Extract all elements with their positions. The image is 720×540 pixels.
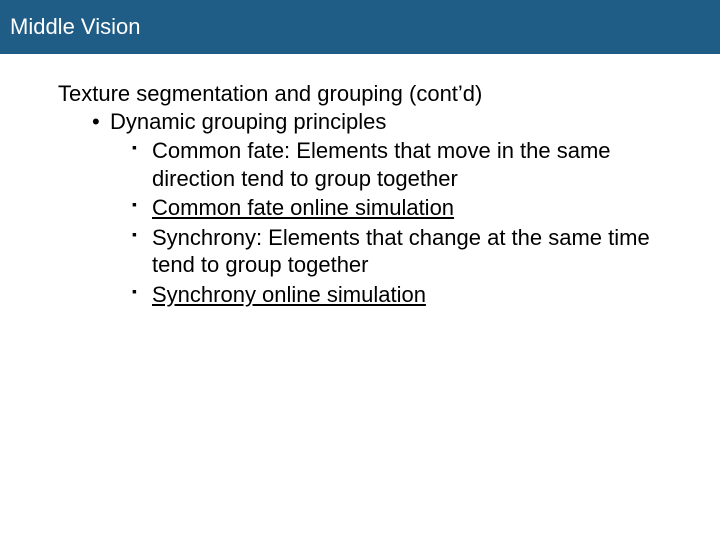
link-common-fate-simulation[interactable]: Common fate online simulation (152, 195, 454, 220)
bullet-text: Common fate: Elements that move in the s… (152, 138, 611, 191)
bullet-item: Common fate online simulation (132, 194, 680, 222)
bullet-text: Synchrony: Elements that change at the s… (152, 225, 650, 278)
content-heading: Texture segmentation and grouping (cont’… (58, 80, 680, 108)
link-synchrony-simulation[interactable]: Synchrony online simulation (152, 282, 426, 307)
bullet-item: Synchrony online simulation (132, 281, 680, 309)
content-area: Texture segmentation and grouping (cont’… (0, 54, 720, 308)
subheading: Dynamic grouping principles (92, 108, 680, 136)
title-bar: Middle Vision (0, 0, 720, 54)
bullet-item: Common fate: Elements that move in the s… (132, 137, 680, 192)
slide: Middle Vision Texture segmentation and g… (0, 0, 720, 540)
subheading-text: Dynamic grouping principles (110, 109, 386, 134)
slide-title: Middle Vision (10, 14, 710, 40)
bullet-item: Synchrony: Elements that change at the s… (132, 224, 680, 279)
